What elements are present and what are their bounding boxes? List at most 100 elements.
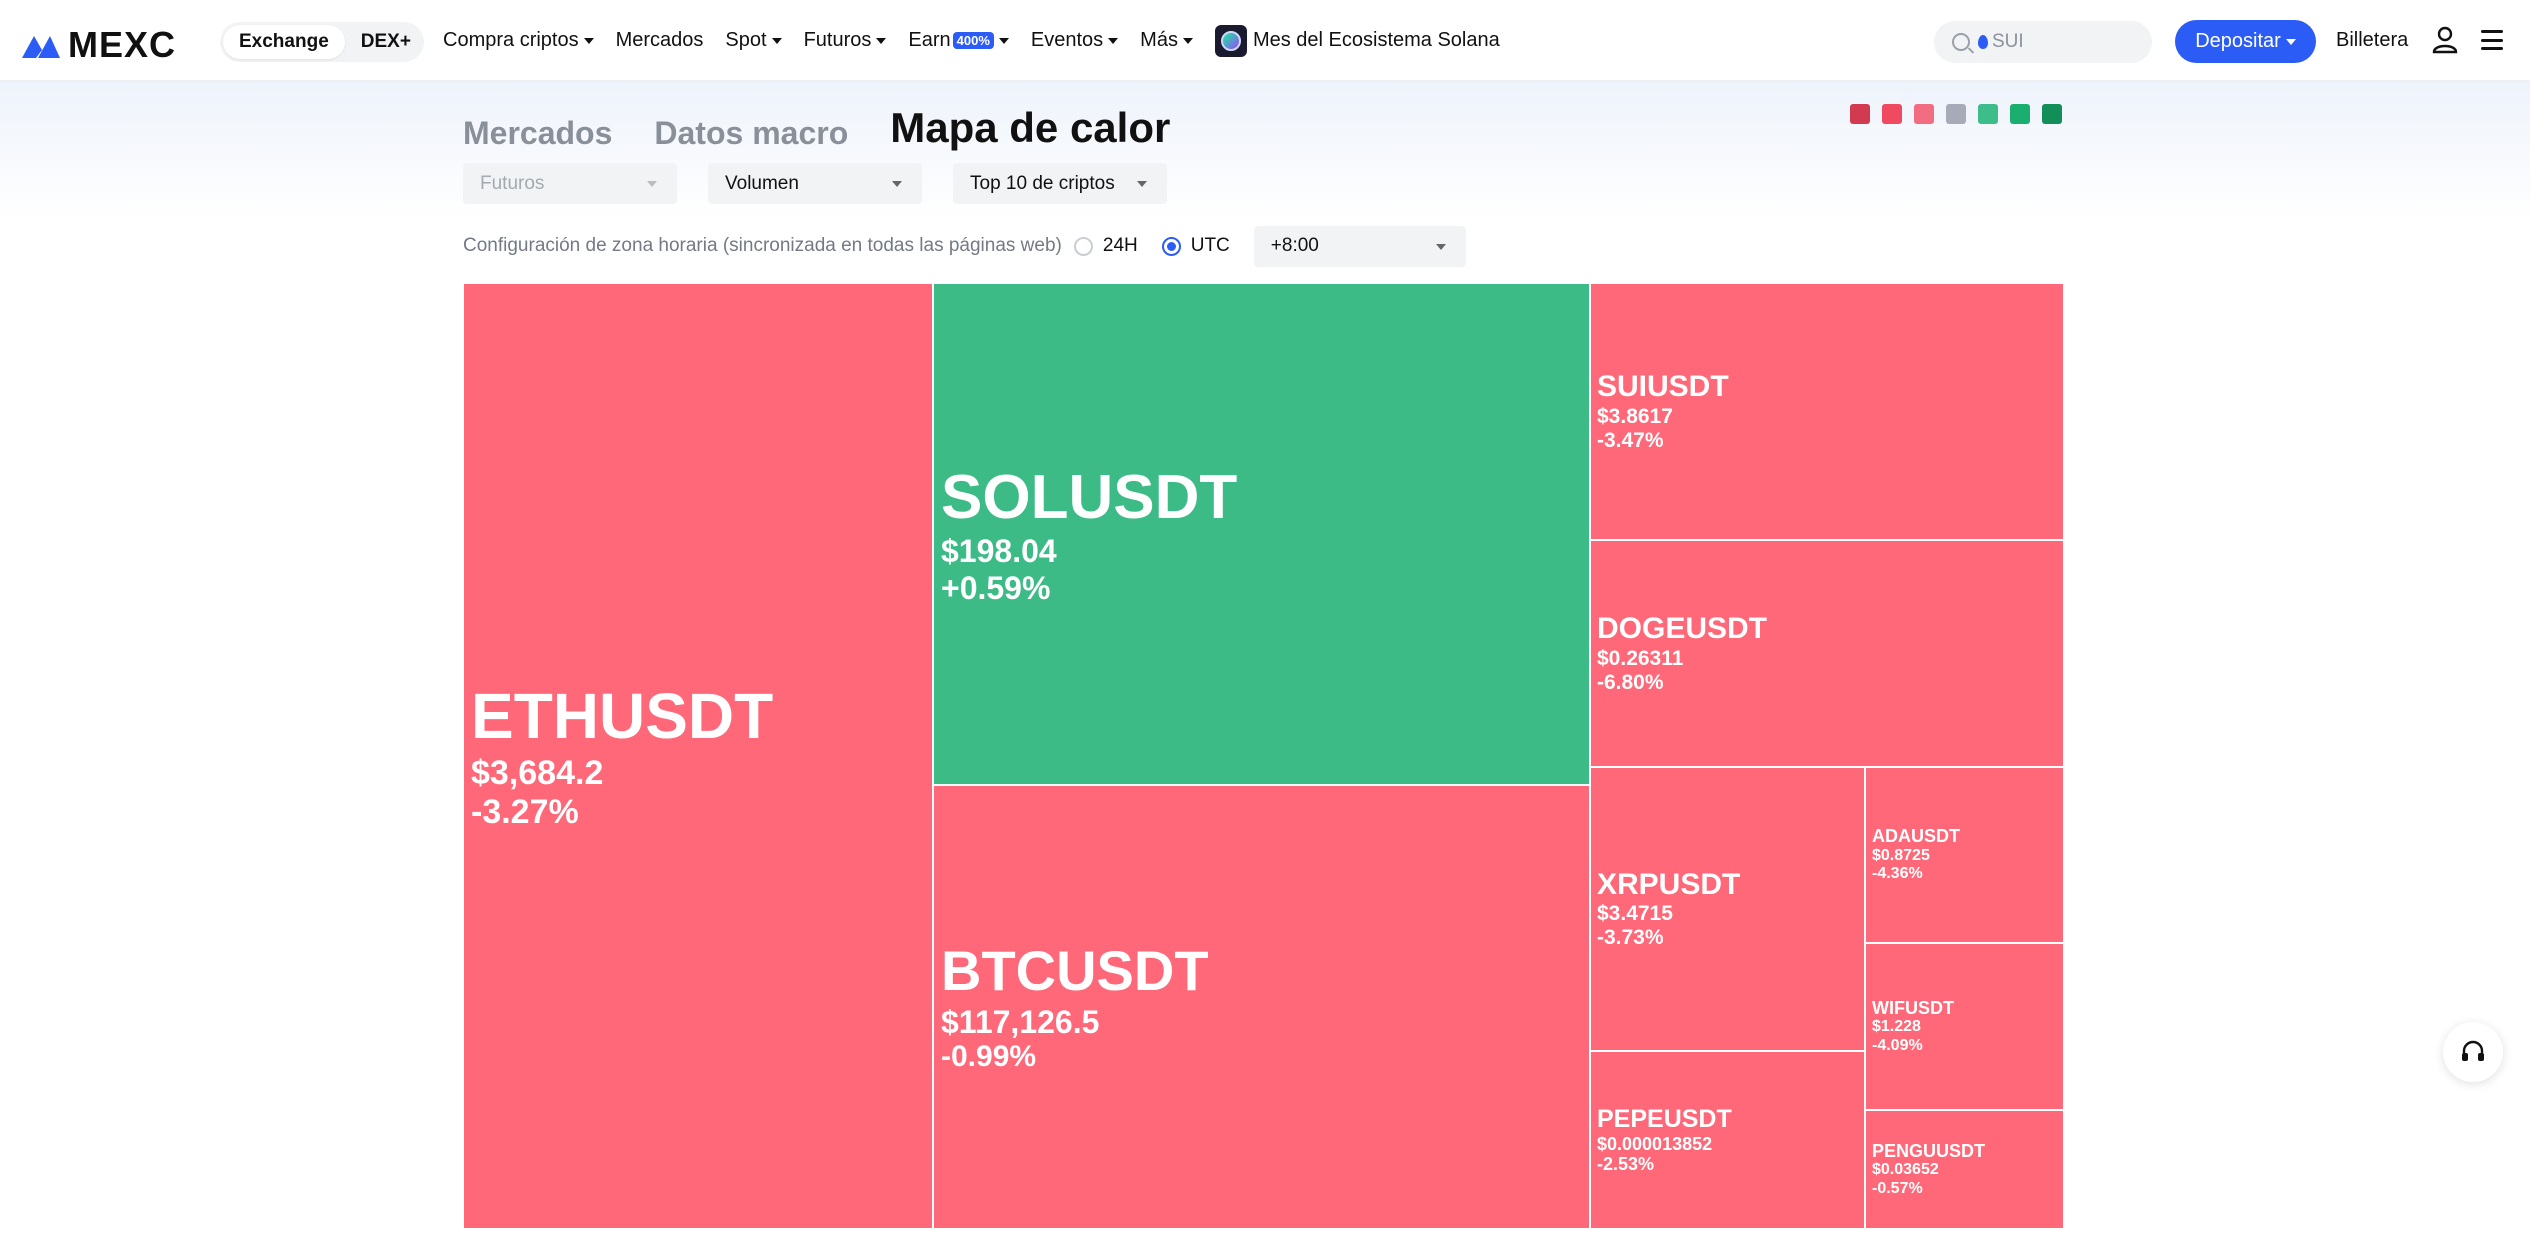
- tab-mercados[interactable]: Mercados: [463, 115, 613, 151]
- market-select-value: Futuros: [480, 172, 545, 194]
- chevron-down-icon: [2285, 38, 2296, 45]
- legend-swatch: [1978, 104, 1998, 124]
- tile-change: -0.99%: [941, 1040, 1037, 1074]
- menu-label: Compra criptos: [443, 29, 579, 51]
- wallet-link[interactable]: Billetera: [2336, 29, 2409, 51]
- tab-mapa-de-calor[interactable]: Mapa de calor: [890, 104, 1171, 151]
- menu-spot[interactable]: Spot: [725, 29, 782, 52]
- menu-label: Mercados: [615, 29, 704, 51]
- tile-symbol: SOLUSDT: [941, 462, 1238, 532]
- scope-select[interactable]: Top 10 de criptos: [953, 163, 1167, 204]
- tile-change: -4.36%: [1872, 865, 1923, 883]
- menu-mercados[interactable]: Mercados: [616, 29, 704, 52]
- earn-badge: 400%: [952, 32, 994, 49]
- legend-swatch: [1850, 104, 1870, 124]
- segment-exchange[interactable]: Exchange: [223, 25, 345, 59]
- timezone-settings: Configuración de zona horaria (sincroniz…: [463, 225, 1466, 267]
- heatmap-tile-wifusdt[interactable]: WIFUSDT $1.228 -4.09%: [1865, 943, 2064, 1110]
- exchange-dex-switch: Exchange DEX+: [220, 22, 424, 62]
- heatmap-tile-btcusdt[interactable]: BTCUSDT $117,126.5 -0.99%: [933, 785, 1590, 1229]
- user-icon[interactable]: [2432, 26, 2458, 54]
- menu-label: Eventos: [1030, 29, 1104, 51]
- timezone-offset-value: +8:00: [1270, 235, 1319, 256]
- tile-price: $3.8617: [1597, 404, 1673, 428]
- legend-swatch: [1914, 104, 1934, 124]
- tile-price: $1.228: [1872, 1018, 1921, 1036]
- tile-price: $0.000013852: [1597, 1133, 1713, 1154]
- tile-price: $3,684.2: [471, 753, 604, 792]
- tile-change: -3.73%: [1597, 926, 1664, 950]
- promo-solana-link[interactable]: Mes del Ecosistema Solana: [1214, 24, 1500, 57]
- color-scale-legend: [1850, 104, 2074, 124]
- deposit-button[interactable]: Depositar: [2175, 20, 2316, 63]
- tile-symbol: DOGEUSDT: [1597, 612, 1768, 646]
- support-button[interactable]: [2443, 1022, 2503, 1082]
- menu-earn[interactable]: Earn 400%: [908, 29, 1009, 52]
- search-icon: [1952, 33, 1970, 51]
- logo-text: MEXC: [68, 24, 177, 65]
- tile-price: $198.04: [941, 532, 1057, 569]
- heatmap-tile-ethusdt[interactable]: ETHUSDT $3,684.2 -3.27%: [463, 283, 933, 1229]
- heatmap-tile-suiusdt[interactable]: SUIUSDT $3.8617 -3.47%: [1590, 283, 2064, 540]
- tile-price: $0.03652: [1872, 1161, 1939, 1179]
- radio-utc[interactable]: [1161, 236, 1181, 256]
- chevron-down-icon: [1435, 243, 1446, 250]
- heatmap-tile-solusdt[interactable]: SOLUSDT $198.04 +0.59%: [933, 283, 1590, 785]
- search-placeholder: SUI: [1992, 31, 2024, 52]
- tile-change: -4.09%: [1872, 1036, 1923, 1054]
- metric-select[interactable]: Volumen: [708, 163, 922, 204]
- menu-futuros[interactable]: Futuros: [804, 29, 887, 52]
- chevron-down-icon: [1182, 37, 1193, 44]
- tile-price: $0.8725: [1872, 846, 1930, 864]
- heatmap-tile-xrpusdt[interactable]: XRPUSDT $3.4715 -3.73%: [1590, 767, 1865, 1051]
- tile-change: -6.80%: [1597, 670, 1664, 694]
- headset-icon: [2462, 1040, 2484, 1061]
- market-select[interactable]: Futuros: [463, 163, 677, 204]
- top-navbar: MEXC Exchange DEX+ Compra criptos Mercad…: [0, 0, 2530, 81]
- tile-symbol: BTCUSDT: [941, 939, 1209, 1003]
- deposit-label: Depositar: [2195, 30, 2281, 52]
- radio-24h-label[interactable]: 24H: [1102, 235, 1138, 256]
- tile-symbol: PEPEUSDT: [1597, 1104, 1732, 1133]
- heatmap-tile-adausdt[interactable]: ADAUSDT $0.8725 -4.36%: [1865, 767, 2064, 943]
- legend-swatch: [1882, 104, 1902, 124]
- tile-symbol: ETHUSDT: [471, 680, 774, 753]
- menu-label: Más: [1140, 29, 1178, 51]
- legend-swatch: [2010, 104, 2030, 124]
- page-background-band: [0, 81, 2530, 221]
- tile-change: -3.47%: [1597, 428, 1664, 452]
- tab-datos-macro[interactable]: Datos macro: [654, 115, 849, 151]
- menu-compra-criptos[interactable]: Compra criptos: [443, 29, 594, 52]
- metric-select-value: Volumen: [725, 172, 799, 194]
- chevron-down-icon: [771, 37, 782, 44]
- menu-mas[interactable]: Más: [1140, 29, 1193, 52]
- mexc-logo[interactable]: MEXC: [20, 24, 176, 66]
- legend-swatch: [1946, 104, 1966, 124]
- promo-label: Mes del Ecosistema Solana: [1252, 29, 1500, 51]
- timezone-offset-select[interactable]: +8:00: [1253, 225, 1466, 267]
- heatmap-tile-penguusdt[interactable]: PENGUUSDT $0.03652 -0.57%: [1865, 1110, 2064, 1229]
- main-menu: Compra criptos Mercados Spot Futuros Ear…: [443, 0, 1522, 81]
- menu-eventos[interactable]: Eventos: [1030, 29, 1119, 52]
- tile-symbol: PENGUUSDT: [1872, 1140, 1986, 1161]
- menu-label: Futuros: [803, 29, 872, 51]
- tile-price: $0.26311: [1597, 646, 1684, 670]
- segment-dex[interactable]: DEX+: [360, 31, 411, 52]
- tile-change: -3.27%: [471, 792, 579, 831]
- heatmap-treemap: ETHUSDT $3,684.2 -3.27% SOLUSDT $198.04 +0.59…: [463, 283, 2064, 1229]
- timezone-label: Configuración de zona horaria (sincroniz…: [463, 235, 1062, 256]
- menu-label: Earn: [908, 29, 951, 51]
- radio-utc-label[interactable]: UTC: [1190, 235, 1230, 256]
- page-tabs: Mercados Datos macro Mapa de calor: [463, 92, 1212, 152]
- hamburger-menu-icon[interactable]: [2481, 30, 2503, 50]
- legend-swatch: [2042, 104, 2062, 124]
- solana-ecosystem-icon: [1214, 24, 1247, 57]
- tile-symbol: SUIUSDT: [1597, 370, 1729, 404]
- heatmap-tile-dogeusdt[interactable]: DOGEUSDT $0.26311 -6.80%: [1590, 540, 2064, 767]
- sui-drop-icon: [1978, 35, 1988, 49]
- search-input[interactable]: SUI: [1934, 21, 2152, 63]
- tile-change: -2.53%: [1597, 1154, 1655, 1175]
- scope-select-value: Top 10 de criptos: [970, 172, 1115, 194]
- heatmap-tile-pepeusdt[interactable]: PEPEUSDT $0.000013852 -2.53%: [1590, 1051, 1865, 1229]
- radio-24h[interactable]: [1073, 236, 1093, 256]
